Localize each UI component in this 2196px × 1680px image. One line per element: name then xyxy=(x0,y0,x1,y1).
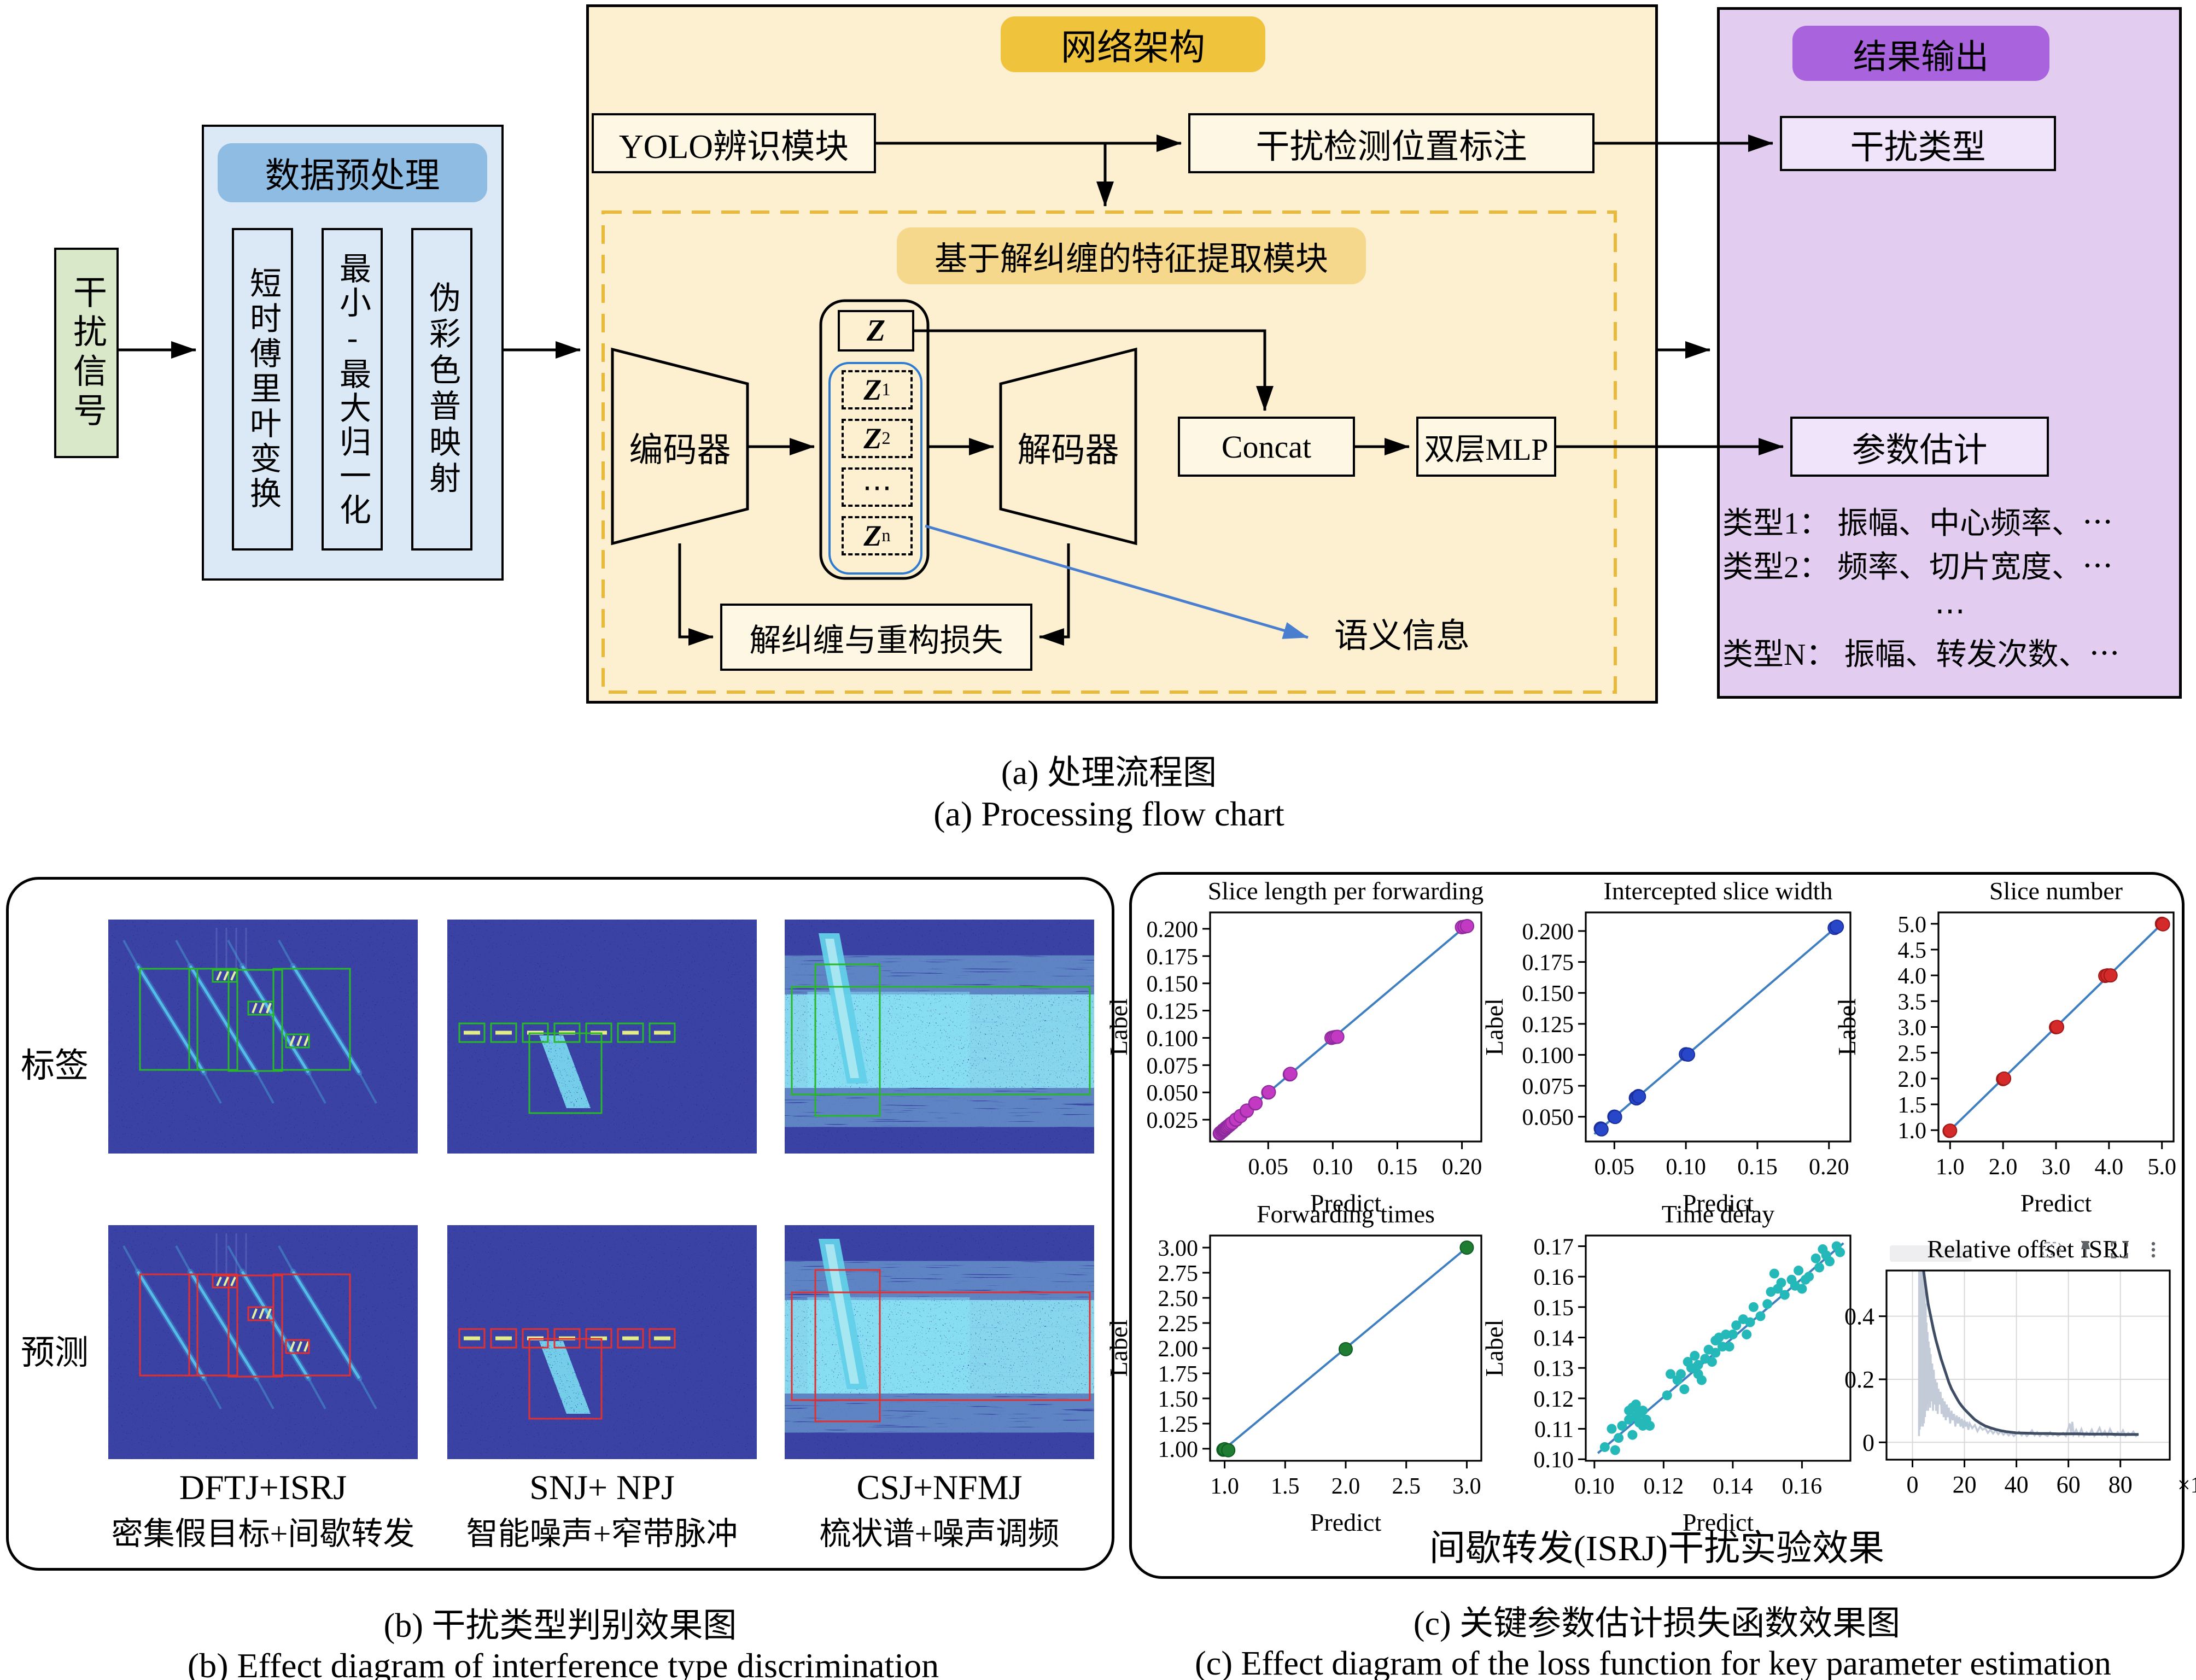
output-header: 结果输出 xyxy=(1792,26,2049,81)
arrow-encoder-to-loss xyxy=(678,543,714,646)
param-line-2: 类型2： 频率、切片宽度、⋯ xyxy=(1722,551,2113,584)
preprocess-header: 数据预处理 xyxy=(218,143,487,202)
param-label: 参数估计 xyxy=(1852,432,1988,469)
row-label-pred-text: 预测 xyxy=(20,1334,89,1372)
pin-icon[interactable] xyxy=(2075,1239,2096,1261)
caption-c-zh: (c) 关键参数估计损失函数效果图 xyxy=(1413,1605,1901,1642)
detect-label: 干扰检测位置标注 xyxy=(1255,128,1527,166)
param-line-n: 类型N： 振幅、转发次数、⋯ xyxy=(1722,638,2120,672)
spectrogram-snj-pred xyxy=(447,1225,757,1459)
mlp-label: 双层MLP xyxy=(1424,432,1549,467)
row-label-pred: 预测 xyxy=(16,1325,93,1374)
spectrogram-snj-label xyxy=(447,920,757,1154)
latent-z1-main: Z xyxy=(863,373,882,406)
panel-c-subtitle: 间歇转发(ISRJ)干扰实验效果 xyxy=(1429,1529,1885,1568)
loss-label: 解纠缠与重构损失 xyxy=(749,622,1003,658)
step-minmax: 最小-最大归一化 xyxy=(322,228,383,551)
latent-z1-sub: 1 xyxy=(881,379,891,400)
type-label: 干扰类型 xyxy=(1850,128,1986,166)
mlp-box: 双层MLP xyxy=(1416,417,1556,477)
detect-box: 干扰检测位置标注 xyxy=(1188,113,1595,173)
input-signal-box: 干扰信号 xyxy=(54,248,119,458)
latent-blue-rounded xyxy=(828,362,922,575)
col-caption-en-2: SNJ+ NPJ xyxy=(529,1468,675,1507)
fullscreen-icon[interactable] xyxy=(2109,1239,2130,1261)
step-pseudocolor-label: 伪彩色普映射 xyxy=(424,281,460,497)
feature-dashed-box xyxy=(601,210,1617,694)
selection-icon[interactable] xyxy=(2041,1239,2063,1261)
col-caption-en-3: CSJ+NFMJ xyxy=(856,1468,1023,1507)
param-lines: 类型1： 振幅、中心频率、⋯ 类型2： 频率、切片宽度、⋯ ⋯ 类型N： 振幅、… xyxy=(1722,502,2177,677)
feature-header: 基于解纠缠的特征提取模块 xyxy=(897,227,1366,284)
loss-box: 解纠缠与重构损失 xyxy=(720,604,1032,671)
type-box: 干扰类型 xyxy=(1780,116,2056,171)
latent-dots-box: ⋯ xyxy=(842,467,913,507)
spectrogram-csj-label xyxy=(785,920,1094,1154)
param-line-dots: ⋯ xyxy=(1935,594,1965,628)
flow-arrows xyxy=(119,134,1784,646)
arrow-decoder-to-loss xyxy=(1039,543,1070,646)
row-label-gt-text: 标签 xyxy=(20,1047,89,1085)
spectrogram-dftj-label xyxy=(108,920,418,1154)
semantic-blue-arrow xyxy=(925,524,1309,639)
caption-b-en: (b) Effect diagram of interference type … xyxy=(187,1646,939,1680)
step-stft: 短时傅里叶变换 xyxy=(232,228,293,551)
latent-outer-rounded xyxy=(819,299,930,580)
yolo-box: YOLO辨识模块 xyxy=(592,113,876,173)
feature-title: 基于解纠缠的特征提取模块 xyxy=(935,241,1328,277)
arrow-z-to-concat xyxy=(914,329,1274,411)
decoder-trapezoid xyxy=(999,347,1137,546)
semantic-text: 语义信息 xyxy=(1334,618,1470,655)
loss-toolbar xyxy=(2041,1239,2164,1261)
caption-a-zh: (a) 处理流程图 xyxy=(1001,754,1217,792)
spectrogram-dftj-pred xyxy=(108,1225,418,1459)
param-line-1: 类型1： 振幅、中心频率、⋯ xyxy=(1722,507,2113,541)
encoder-text: 编码器 xyxy=(629,432,731,469)
col-caption-en-1: DFTJ+ISRJ xyxy=(179,1468,347,1507)
network-header: 网络架构 xyxy=(1001,16,1265,72)
concat-label: Concat xyxy=(1221,429,1312,465)
input-signal-label: 干扰信号 xyxy=(68,274,105,432)
more-icon[interactable] xyxy=(2142,1239,2164,1261)
step-minmax-label: 最小-最大归一化 xyxy=(335,251,370,527)
step-pseudocolor: 伪彩色普映射 xyxy=(411,228,472,551)
concat-box: Concat xyxy=(1178,417,1355,477)
col-caption-zh-1: 密集假目标+间歇转发 xyxy=(111,1516,415,1552)
caption-b-zh: (b) 干扰类型判别效果图 xyxy=(383,1607,737,1644)
flowchart-shapes xyxy=(119,134,1784,694)
latent-zn-main: Z xyxy=(863,519,882,552)
latent-z-label: Z xyxy=(866,314,886,348)
decoder-text: 解码器 xyxy=(1017,432,1119,469)
col-caption-zh-2: 智能噪声+窄带脉冲 xyxy=(466,1516,738,1552)
caption-c-en: (c) Effect diagram of the loss function … xyxy=(1195,1645,2111,1680)
output-title: 结果输出 xyxy=(1853,38,1989,76)
encoder-label: 编码器 xyxy=(612,417,747,477)
spectrogram-csj-pred xyxy=(785,1225,1094,1459)
latent-z2-main: Z xyxy=(863,422,882,455)
latent-zn-sub: n xyxy=(881,525,891,546)
network-title: 网络架构 xyxy=(1061,28,1205,68)
latent-dots: ⋯ xyxy=(862,471,892,504)
latent-z2-sub: 2 xyxy=(881,428,891,448)
row-label-gt: 标签 xyxy=(16,1038,93,1087)
decoder-label: 解码器 xyxy=(1001,417,1136,477)
step-stft-label: 短时傅里叶变换 xyxy=(245,267,281,512)
semantic-label: 语义信息 xyxy=(1334,608,1509,657)
col-caption-zh-3: 梳状谱+噪声调频 xyxy=(819,1516,1060,1552)
latent-z-box: Z xyxy=(838,310,914,352)
caption-a-en: (a) Processing flow chart xyxy=(933,794,1284,833)
preprocess-title: 数据预处理 xyxy=(265,156,440,195)
param-box: 参数估计 xyxy=(1790,417,2049,477)
yolo-label: YOLO辨识模块 xyxy=(618,128,849,166)
encoder-trapezoid xyxy=(611,347,749,546)
panel-c-frame xyxy=(1129,872,2185,1579)
